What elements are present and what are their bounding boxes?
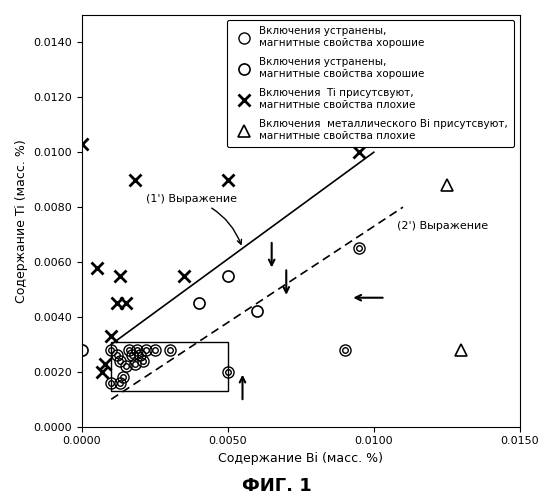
Legend: Включения устранены,
магнитные свойства хорошие, Включения устранены,
магнитные : Включения устранены, магнитные свойства … [227,20,515,147]
Text: (1') Выражение: (1') Выражение [146,194,242,244]
X-axis label: Содержание Bi (масс. %): Содержание Bi (масс. %) [218,452,383,465]
Y-axis label: Содержание Ti (масс. %): Содержание Ti (масс. %) [15,139,28,302]
Text: ФИГ. 1: ФИГ. 1 [242,477,312,495]
Text: (2') Выражение: (2') Выражение [397,222,488,232]
Bar [111,342,228,391]
